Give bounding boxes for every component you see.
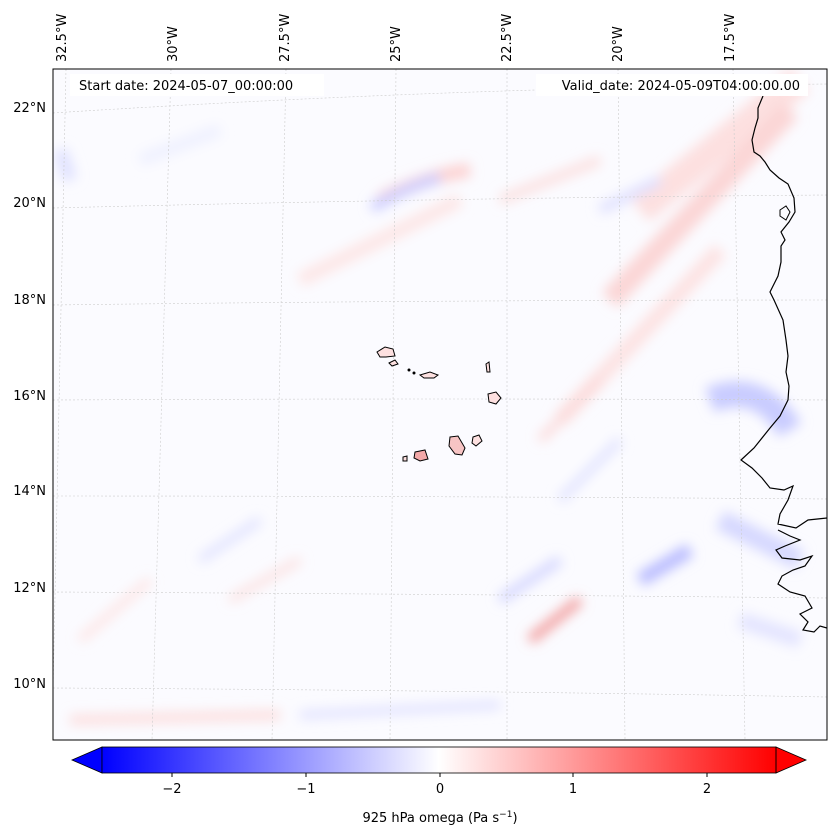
lon-label-32-5w: 32.5°W	[55, 14, 70, 62]
lat-label-20n: 20°N	[13, 196, 46, 211]
lat-label-12n: 12°N	[13, 581, 46, 596]
lon-label-22-5w: 22.5°W	[500, 14, 515, 62]
colorbar-label: 925 hPa omega (Pa s−1)	[362, 810, 517, 826]
island-brava	[402, 455, 408, 462]
island-sal	[485, 361, 491, 373]
lat-label-22n: 22°N	[13, 101, 46, 116]
omega-field	[53, 69, 827, 740]
lat-label-14n: 14°N	[13, 484, 46, 499]
island-sao-nicolau	[418, 371, 440, 379]
island-santo-antao	[376, 346, 396, 358]
lat-label-16n: 16°N	[13, 389, 46, 404]
lon-label-27-5w: 27.5°W	[278, 14, 293, 62]
island-boa-vista	[487, 391, 502, 405]
island-sao-vicente	[388, 359, 399, 367]
latitude-labels: 22°N 20°N 18°N 16°N 14°N 12°N 10°N	[13, 101, 46, 692]
lon-label-17-5w: 17.5°W	[723, 14, 738, 62]
island-maio	[471, 434, 483, 447]
colorbar: −2 −1 0 1 2 925 hPa omega (Pa s−1)	[70, 746, 808, 826]
omega-bands	[53, 69, 810, 725]
colorbar-body	[102, 747, 776, 773]
map-panel: Start date: 2024-05-07_00:00:00 Valid_da…	[52, 68, 828, 741]
africa-coastline-south	[775, 529, 827, 633]
coast-island	[779, 205, 791, 221]
islands	[376, 346, 502, 462]
longitude-labels: 32.5°W 30°W 27.5°W 25°W 22.5°W 20°W 17.5…	[55, 14, 738, 62]
colorbar-tick-0: 0	[436, 782, 444, 797]
island-santiago	[448, 435, 466, 456]
lat-label-18n: 18°N	[13, 293, 46, 308]
start-date-label: Start date: 2024-05-07_00:00:00	[79, 79, 293, 94]
colorbar-tick-1: 1	[569, 782, 577, 797]
map-frame	[52, 68, 828, 741]
lon-label-30w: 30°W	[166, 26, 181, 62]
colorbar-tick-neg1: −1	[296, 782, 315, 797]
colorbar-tick-neg2: −2	[162, 782, 181, 797]
lat-label-10n: 10°N	[13, 677, 46, 692]
colorbar-extend-high	[775, 746, 808, 774]
africa-coastline	[740, 95, 827, 529]
lon-label-25w: 25°W	[389, 26, 404, 62]
valid-date-label: Valid_date: 2024-05-09T04:00:00.00	[562, 79, 800, 94]
island-fogo	[413, 449, 429, 462]
colorbar-extend-low	[70, 746, 103, 774]
colorbar-tick-2: 2	[703, 782, 711, 797]
lon-label-20w: 20°W	[611, 26, 626, 62]
